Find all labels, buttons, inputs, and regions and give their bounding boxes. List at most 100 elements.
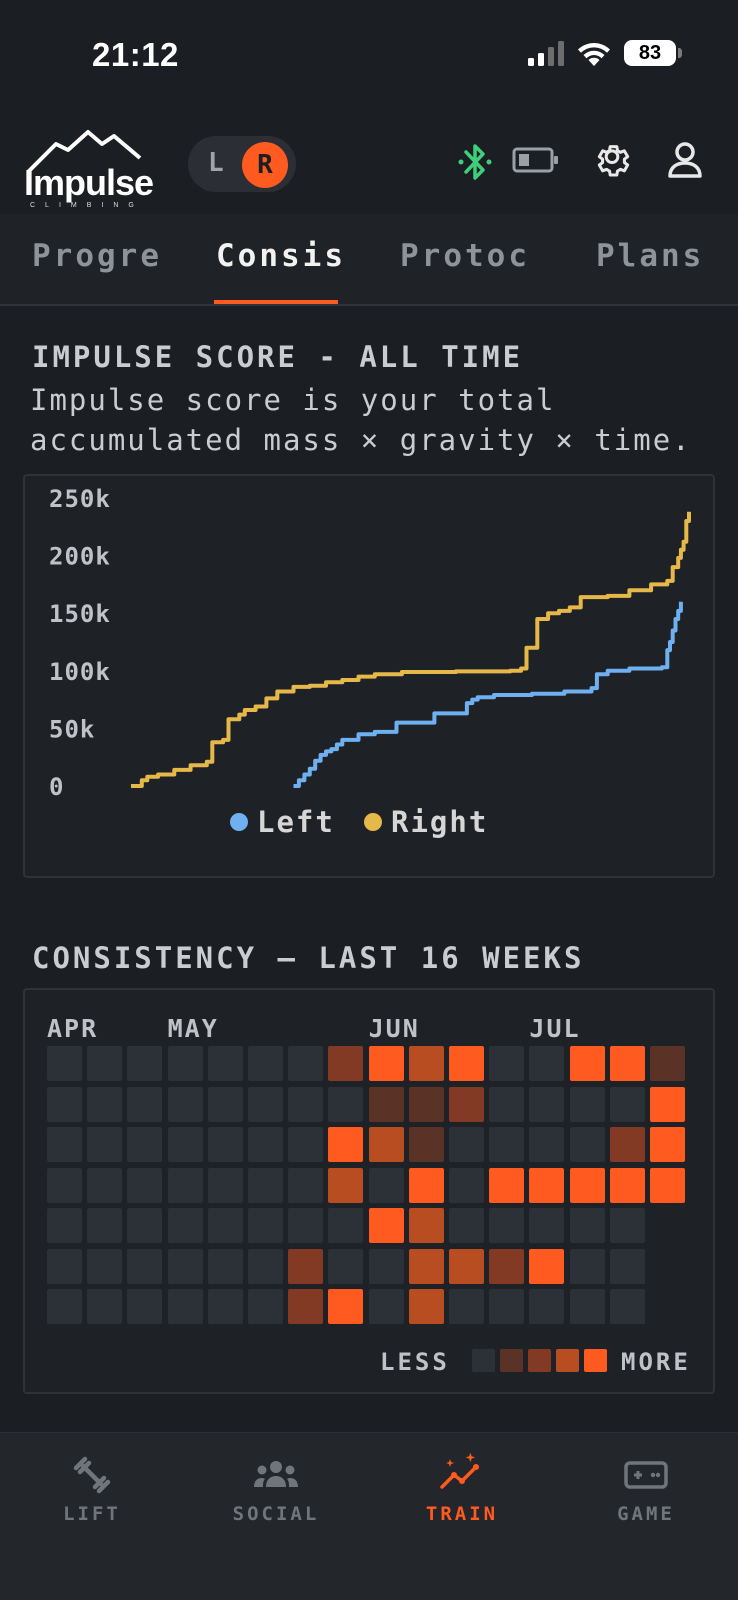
heatmap-cell[interactable]	[489, 1086, 525, 1122]
heatmap-cell[interactable]	[489, 1046, 525, 1081]
heatmap-cell[interactable]	[449, 1086, 484, 1122]
bluetooth-icon[interactable]	[458, 140, 492, 184]
heatmap-cell[interactable]	[127, 1086, 163, 1122]
heatmap-cell[interactable]	[489, 1289, 525, 1324]
heatmap-cell[interactable]	[47, 1167, 82, 1203]
heatmap-cell[interactable]	[127, 1289, 163, 1324]
heatmap-cell[interactable]	[87, 1046, 123, 1081]
nav-lift[interactable]: LIFT	[22, 1453, 162, 1525]
heatmap-cell[interactable]	[368, 1046, 404, 1081]
heatmap-cell[interactable]	[207, 1127, 243, 1162]
heatmap-cell[interactable]	[288, 1208, 324, 1243]
heatmap-cell[interactable]	[127, 1046, 163, 1081]
heatmap-cell[interactable]	[167, 1208, 203, 1243]
heatmap-cell[interactable]	[368, 1086, 404, 1122]
toggle-left-option[interactable]: L	[208, 148, 224, 178]
toggle-right-option[interactable]: R	[242, 142, 288, 188]
heatmap-cell[interactable]	[167, 1046, 203, 1081]
heatmap-cell[interactable]	[650, 1167, 685, 1203]
heatmap-cell[interactable]	[328, 1086, 364, 1122]
heatmap-cell[interactable]	[408, 1086, 444, 1122]
heatmap-cell[interactable]	[650, 1086, 685, 1122]
heatmap-cell[interactable]	[87, 1208, 123, 1243]
heatmap-cell[interactable]	[288, 1086, 324, 1122]
heatmap-cell[interactable]	[569, 1248, 605, 1284]
heatmap-cell[interactable]	[207, 1167, 243, 1203]
heatmap-cell[interactable]	[288, 1167, 324, 1203]
heatmap-cell[interactable]	[167, 1167, 203, 1203]
heatmap-cell[interactable]	[569, 1289, 605, 1324]
heatmap-cell[interactable]	[87, 1289, 123, 1324]
heatmap-cell[interactable]	[569, 1086, 605, 1122]
heatmap-cell[interactable]	[207, 1248, 243, 1284]
impulse-logo[interactable]: Impulse CLIMBING	[22, 128, 162, 210]
heatmap-cell[interactable]	[207, 1208, 243, 1243]
heatmap-cell[interactable]	[328, 1167, 364, 1203]
heatmap-cell[interactable]	[47, 1289, 82, 1324]
tab-plans[interactable]: Plans	[596, 238, 705, 274]
heatmap-cell[interactable]	[408, 1046, 444, 1081]
heatmap-cell[interactable]	[47, 1248, 82, 1284]
heatmap-cell[interactable]	[207, 1289, 243, 1324]
heatmap-cell[interactable]	[529, 1289, 565, 1324]
tab-protocols[interactable]: Protoc	[400, 238, 530, 274]
heatmap-cell[interactable]	[368, 1248, 404, 1284]
heatmap-cell[interactable]	[489, 1167, 525, 1203]
nav-train[interactable]: TRAIN	[392, 1453, 532, 1525]
heatmap-cell[interactable]	[368, 1208, 404, 1243]
heatmap-cell[interactable]	[248, 1127, 283, 1162]
heatmap-cell[interactable]	[529, 1167, 565, 1203]
heatmap-cell[interactable]	[609, 1167, 645, 1203]
heatmap-cell[interactable]	[87, 1248, 123, 1284]
heatmap-cell[interactable]	[569, 1127, 605, 1162]
heatmap-cell[interactable]	[288, 1127, 324, 1162]
heatmap-cell[interactable]	[368, 1289, 404, 1324]
nav-game[interactable]: GAME	[576, 1453, 716, 1525]
heatmap-cell[interactable]	[489, 1208, 525, 1243]
heatmap-cell[interactable]	[609, 1127, 645, 1162]
heatmap-cell[interactable]	[368, 1127, 404, 1162]
heatmap-cell[interactable]	[167, 1289, 203, 1324]
heatmap-cell[interactable]	[127, 1167, 163, 1203]
heatmap-cell[interactable]	[529, 1086, 565, 1122]
heatmap-cell[interactable]	[47, 1127, 82, 1162]
profile-icon[interactable]	[666, 140, 704, 180]
heatmap-cell[interactable]	[529, 1248, 565, 1284]
gear-icon[interactable]	[592, 140, 632, 180]
heatmap-cell[interactable]	[408, 1167, 444, 1203]
heatmap-cell[interactable]	[47, 1086, 82, 1122]
heatmap-cell[interactable]	[248, 1046, 283, 1081]
heatmap-cell[interactable]	[47, 1046, 82, 1081]
heatmap-cell[interactable]	[650, 1046, 685, 1081]
heatmap-cell[interactable]	[449, 1248, 484, 1284]
heatmap-cell[interactable]	[127, 1127, 163, 1162]
nav-social[interactable]: SOCIAL	[206, 1453, 346, 1525]
heatmap-cell[interactable]	[569, 1208, 605, 1243]
heatmap-cell[interactable]	[368, 1167, 404, 1203]
heatmap-cell[interactable]	[167, 1086, 203, 1122]
heatmap-cell[interactable]	[650, 1127, 685, 1162]
heatmap-cell[interactable]	[207, 1046, 243, 1081]
heatmap-cell[interactable]	[609, 1289, 645, 1324]
device-battery-icon[interactable]	[512, 146, 560, 176]
heatmap-cell[interactable]	[489, 1127, 525, 1162]
hand-toggle[interactable]: L R	[188, 136, 296, 192]
heatmap-cell[interactable]	[449, 1046, 484, 1081]
heatmap-cell[interactable]	[609, 1046, 645, 1081]
heatmap-cell[interactable]	[248, 1167, 283, 1203]
heatmap-cell[interactable]	[207, 1086, 243, 1122]
heatmap-cell[interactable]	[248, 1086, 283, 1122]
heatmap-cell[interactable]	[328, 1046, 364, 1081]
heatmap-cell[interactable]	[328, 1127, 364, 1162]
heatmap-cell[interactable]	[288, 1248, 324, 1284]
heatmap-cell[interactable]	[569, 1046, 605, 1081]
heatmap-cell[interactable]	[449, 1289, 484, 1324]
heatmap-cell[interactable]	[167, 1127, 203, 1162]
heatmap-cell[interactable]	[328, 1289, 364, 1324]
heatmap-cell[interactable]	[87, 1167, 123, 1203]
heatmap-cell[interactable]	[167, 1248, 203, 1284]
heatmap-cell[interactable]	[489, 1248, 525, 1284]
heatmap-cell[interactable]	[609, 1208, 645, 1243]
heatmap-cell[interactable]	[449, 1167, 484, 1203]
heatmap-cell[interactable]	[328, 1208, 364, 1243]
